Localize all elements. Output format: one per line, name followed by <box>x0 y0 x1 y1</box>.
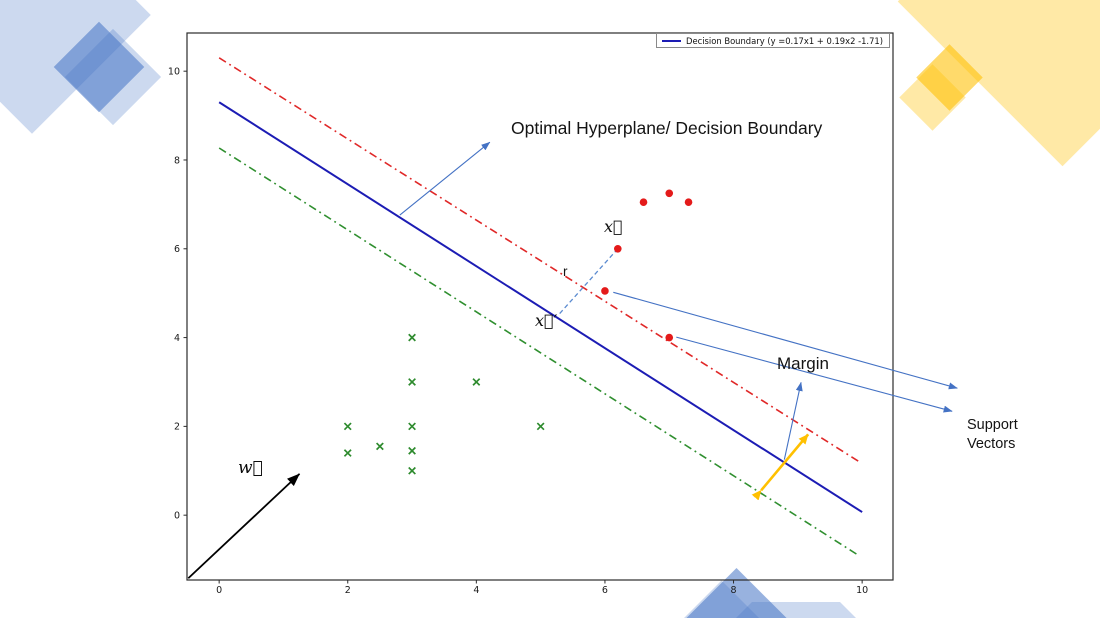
data-point <box>343 449 352 457</box>
y-tick-label: 6 <box>174 244 180 255</box>
legend: Decision Boundary (y =0.17x1 + 0.19x2 -1… <box>656 33 891 48</box>
data-point <box>639 198 648 206</box>
x-vector-label: x⃗ <box>604 217 623 236</box>
x-tick-label: 6 <box>602 585 608 596</box>
support-vectors-annotation: Support Vectors <box>967 417 1018 452</box>
data-point <box>408 378 416 386</box>
x-tick-label: 4 <box>473 585 479 596</box>
legend-label: Decision Boundary (y =0.17x1 + 0.19x2 -1… <box>686 35 884 46</box>
x-tick-label: 10 <box>856 585 868 596</box>
x-tick-label: 8 <box>731 585 737 596</box>
data-point <box>408 466 416 475</box>
x-prime-vector-label: x⃗′ <box>535 311 558 330</box>
data-point <box>536 422 545 431</box>
w-vector-label: w⃗ <box>238 458 263 478</box>
x-tick-label: 2 <box>345 585 351 596</box>
margin-annotation: Margin <box>777 354 829 373</box>
y-tick-label: 4 <box>174 333 180 344</box>
data-point <box>408 422 416 431</box>
data-point <box>472 378 481 386</box>
data-point <box>375 442 384 451</box>
y-tick-label: 8 <box>174 155 180 166</box>
negative-margin-line <box>218 147 860 557</box>
data-point <box>343 422 352 431</box>
decor-diamond-bottom-wide <box>736 602 856 618</box>
r-distance-label: r <box>563 264 568 279</box>
data-point <box>601 287 609 295</box>
negative-class-points <box>343 333 545 475</box>
y-tick-label: 10 <box>168 66 180 77</box>
y-tick-label: 2 <box>174 422 180 433</box>
y-tick-label: 0 <box>174 510 180 521</box>
margin-pointer-arrow <box>783 381 803 460</box>
support-vector-pointer-2-arrow <box>676 336 953 413</box>
w-vector-arrow <box>187 473 301 579</box>
data-point <box>408 333 416 342</box>
legend-line-sample <box>662 39 681 42</box>
decision-boundary-line <box>218 101 863 513</box>
hyperplane-pointer-arrow <box>399 141 491 216</box>
positive-margin-line <box>218 57 861 464</box>
data-point <box>614 244 622 253</box>
data-point <box>684 198 693 206</box>
hyperplane-annotation: Optimal Hyperplane/ Decision Boundary <box>511 118 823 138</box>
margin-width-arrow <box>751 433 810 501</box>
data-point <box>408 446 416 455</box>
support-vector-pointer-1-arrow <box>613 291 958 390</box>
x-tick-label: 0 <box>216 585 222 596</box>
data-point <box>665 189 674 198</box>
data-point <box>665 333 674 342</box>
x-projection-dashed-line <box>557 248 619 316</box>
axes: 0 2 4 6 8 10 0 2 4 6 8 10 <box>168 32 894 596</box>
positive-class-points <box>601 189 693 342</box>
